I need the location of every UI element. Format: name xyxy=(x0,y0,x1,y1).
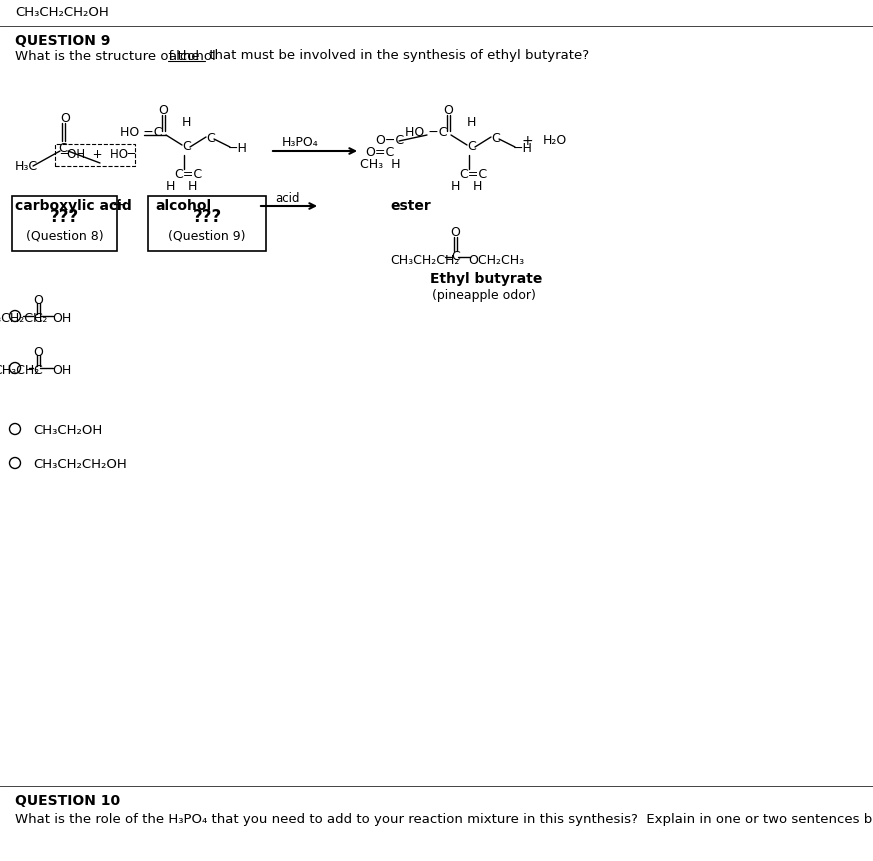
Text: HO −C: HO −C xyxy=(405,127,448,139)
Text: acid: acid xyxy=(276,191,300,205)
Text: O: O xyxy=(33,345,43,358)
Text: H: H xyxy=(473,181,483,194)
Text: ???: ??? xyxy=(50,208,79,226)
Text: ─OH  +  HO─: ─OH + HO─ xyxy=(60,148,135,162)
Bar xyxy=(148,196,266,251)
Text: C: C xyxy=(58,143,66,156)
Text: O: O xyxy=(33,294,43,307)
Text: C: C xyxy=(33,363,42,376)
Text: alcohol: alcohol xyxy=(155,199,211,213)
Text: (pineapple odor): (pineapple odor) xyxy=(432,288,536,301)
Text: HO −C: HO −C xyxy=(120,127,162,139)
Text: CH₃CH₂CH₂: CH₃CH₂CH₂ xyxy=(390,255,459,268)
Text: CH₃CH₂: CH₃CH₂ xyxy=(0,363,39,376)
Text: O: O xyxy=(443,104,453,117)
Text: C: C xyxy=(33,312,42,325)
Text: What is the structure of the: What is the structure of the xyxy=(15,49,203,63)
Bar xyxy=(12,196,117,251)
Text: O−C: O−C xyxy=(375,134,404,147)
Text: ???: ??? xyxy=(192,208,222,226)
Text: OH: OH xyxy=(52,363,72,376)
Text: O: O xyxy=(60,113,70,126)
Text: that must be involved in the synthesis of ethyl butyrate?: that must be involved in the synthesis o… xyxy=(205,49,589,63)
Text: H₃PO₄: H₃PO₄ xyxy=(282,137,319,150)
Text: (Question 8): (Question 8) xyxy=(25,229,103,242)
Text: CH₃CH₂OH: CH₃CH₂OH xyxy=(33,424,102,437)
Bar xyxy=(55,144,135,166)
Text: H: H xyxy=(188,181,197,194)
Text: +: + xyxy=(521,134,533,148)
Text: C: C xyxy=(206,133,215,146)
Text: −H: −H xyxy=(513,143,533,156)
Text: C: C xyxy=(467,140,476,153)
Text: (Question 9): (Question 9) xyxy=(168,229,246,242)
Text: OH: OH xyxy=(52,312,72,325)
Text: CH₃CH₂CH₂OH: CH₃CH₂CH₂OH xyxy=(15,7,109,20)
Text: O: O xyxy=(158,104,168,117)
Text: carboxylic acid: carboxylic acid xyxy=(15,199,132,213)
Text: CH₃CH₂CH₂OH: CH₃CH₂CH₂OH xyxy=(33,459,127,472)
Text: H₂O: H₂O xyxy=(543,134,567,147)
Text: QUESTION 10: QUESTION 10 xyxy=(15,794,120,808)
Text: H: H xyxy=(467,116,477,129)
Text: CH₃CH₂CH₂: CH₃CH₂CH₂ xyxy=(0,312,47,325)
Text: H₃C: H₃C xyxy=(15,159,38,172)
Text: O=C: O=C xyxy=(365,146,395,159)
Text: ester: ester xyxy=(390,199,430,213)
Text: H: H xyxy=(166,181,175,194)
Text: H: H xyxy=(451,181,460,194)
Text: −H: −H xyxy=(228,143,248,156)
Text: O: O xyxy=(450,226,460,239)
Text: C: C xyxy=(451,250,460,263)
Text: C=C: C=C xyxy=(174,169,203,182)
Text: +: + xyxy=(112,199,124,214)
Text: C: C xyxy=(491,133,499,146)
Text: C=C: C=C xyxy=(459,169,487,182)
Text: C: C xyxy=(182,140,190,153)
Text: OCH₂CH₃: OCH₂CH₃ xyxy=(468,255,524,268)
Text: alcohol: alcohol xyxy=(168,49,216,63)
Text: What is the role of the H₃PO₄ that you need to add to your reaction mixture in t: What is the role of the H₃PO₄ that you n… xyxy=(15,813,873,826)
Text: Ethyl butyrate: Ethyl butyrate xyxy=(430,272,542,286)
Text: QUESTION 9: QUESTION 9 xyxy=(15,34,110,48)
Text: H: H xyxy=(182,116,191,129)
Text: CH₃  H: CH₃ H xyxy=(360,158,401,171)
